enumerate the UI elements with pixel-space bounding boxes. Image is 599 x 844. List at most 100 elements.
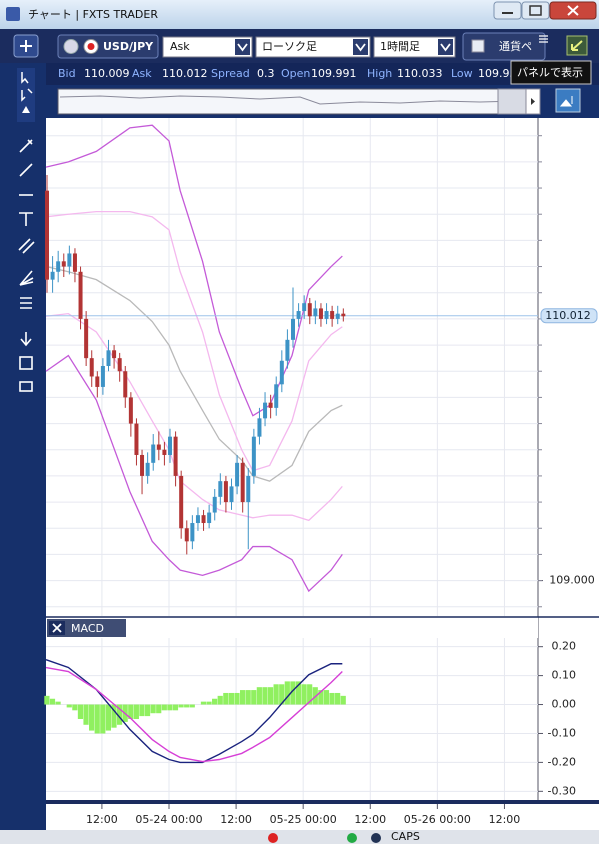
tooltip-text: パネルで表示 <box>517 65 583 79</box>
histogram-bar <box>111 704 117 728</box>
price-side-select[interactable] <box>162 36 253 58</box>
zoom-icon <box>559 96 573 107</box>
trend-tool[interactable] <box>19 163 33 177</box>
band-line <box>45 124 343 417</box>
candle-body <box>201 515 206 524</box>
list-tool[interactable] <box>19 356 33 370</box>
candle-body <box>162 449 167 455</box>
histogram-bar <box>284 681 290 705</box>
move-tool[interactable] <box>21 88 33 102</box>
histogram-bar <box>161 704 167 711</box>
quote-group: Bid 110.009 Ask 110.012 Spread 0.3 Open 109.991… <box>58 67 517 80</box>
candle-body <box>45 190 49 280</box>
candle-body <box>50 271 55 280</box>
tool-group <box>17 68 35 122</box>
timeframe-select[interactable] <box>373 36 456 58</box>
quote-value: 110.009 <box>84 67 130 80</box>
candle-body <box>151 444 156 463</box>
y-tick-label: -0.10 <box>548 726 576 739</box>
macd-line <box>45 666 343 763</box>
macd-header <box>46 617 538 638</box>
quote-value: 110.012 <box>162 67 208 80</box>
histogram-bar <box>72 704 78 711</box>
quote-label: Open <box>281 67 310 80</box>
navigator-window[interactable] <box>497 88 527 115</box>
macd-line <box>45 659 343 764</box>
caps-indicator: CAPS <box>391 830 420 843</box>
candle-body <box>117 358 122 372</box>
quote-value: 109.991 <box>311 67 357 80</box>
histogram-bar <box>290 681 296 705</box>
candle-body <box>56 261 61 272</box>
histogram-bar <box>251 690 257 705</box>
current-price-tag <box>540 308 598 324</box>
fan-tool[interactable] <box>19 270 34 286</box>
camera-tool[interactable] <box>19 381 33 392</box>
scroll-arrow <box>531 98 535 105</box>
candle-body <box>279 360 284 385</box>
hand-tool[interactable] <box>22 106 30 113</box>
candle-body <box>246 475 251 503</box>
band-line <box>45 354 343 593</box>
candle-body <box>313 308 318 317</box>
checkbox[interactable] <box>471 39 485 53</box>
download-tool[interactable] <box>20 332 32 347</box>
histogram-bar <box>335 692 341 705</box>
candle-body <box>95 376 100 387</box>
x-tick-label: 12:00 <box>86 813 118 826</box>
chart-style-select[interactable] <box>255 36 371 58</box>
zoom-button[interactable] <box>555 88 581 113</box>
select-tool[interactable] <box>21 72 29 84</box>
candle-body <box>134 423 139 455</box>
quote-label: Bid <box>58 67 76 80</box>
histogram-bar <box>178 704 184 708</box>
candle-body <box>229 486 234 503</box>
dropdown-arrow <box>237 43 248 52</box>
fib-tool[interactable] <box>20 297 32 309</box>
plus-icon <box>20 40 32 52</box>
histogram-bar <box>94 704 100 734</box>
histogram-bar <box>323 690 330 705</box>
candle-body <box>128 397 133 424</box>
plots: 109.000 110.012 0.20 0.10 0.00 -0.10 -0.20 -0.3… <box>44 118 598 826</box>
line-tool[interactable] <box>19 139 33 153</box>
candle-body <box>100 366 105 387</box>
macd-title: MACD <box>71 622 104 635</box>
candle-body <box>195 515 200 524</box>
quote-value: 109.95 <box>478 67 517 80</box>
candle-body <box>223 481 228 503</box>
candle-body <box>106 350 111 366</box>
histogram-bar <box>239 690 246 705</box>
x-tick-label: 05-25 00:00 <box>270 813 337 826</box>
candle-body <box>156 444 161 450</box>
band-line <box>45 265 343 482</box>
app-icon <box>6 7 20 21</box>
x-tick-label: 12:00 <box>220 813 252 826</box>
candle-body <box>330 311 335 319</box>
candle-body <box>274 384 279 408</box>
current-price-label: 110.012 <box>545 309 591 322</box>
timeframe-label: 1時間足 <box>380 40 420 53</box>
chart-style-label: ローソク足 <box>262 40 317 53</box>
minimize-button[interactable] <box>493 1 522 20</box>
window-title: チャート | FXTS TRADER <box>28 8 158 21</box>
quote-value: 0.3 <box>257 67 275 80</box>
maximize-icon <box>529 5 542 16</box>
symbol-button[interactable] <box>57 34 159 59</box>
candle-body <box>145 462 150 476</box>
maximize-button[interactable] <box>521 1 550 20</box>
channel-tool[interactable] <box>18 238 35 254</box>
histogram-bar <box>307 684 313 705</box>
pair-button-label: 通貨ペ <box>499 39 532 53</box>
price-side-label: Ask <box>170 40 190 53</box>
candle-body <box>251 436 256 476</box>
histogram-bar <box>116 704 123 725</box>
taskbar <box>0 830 599 844</box>
vline-tool[interactable] <box>19 212 33 226</box>
dropdown-arrow-box <box>235 39 250 55</box>
candle-body <box>307 303 312 317</box>
candle-body <box>123 371 128 398</box>
flag-us <box>63 39 79 54</box>
histogram-bar <box>318 690 324 705</box>
dropdown-arrow-box <box>353 39 368 55</box>
